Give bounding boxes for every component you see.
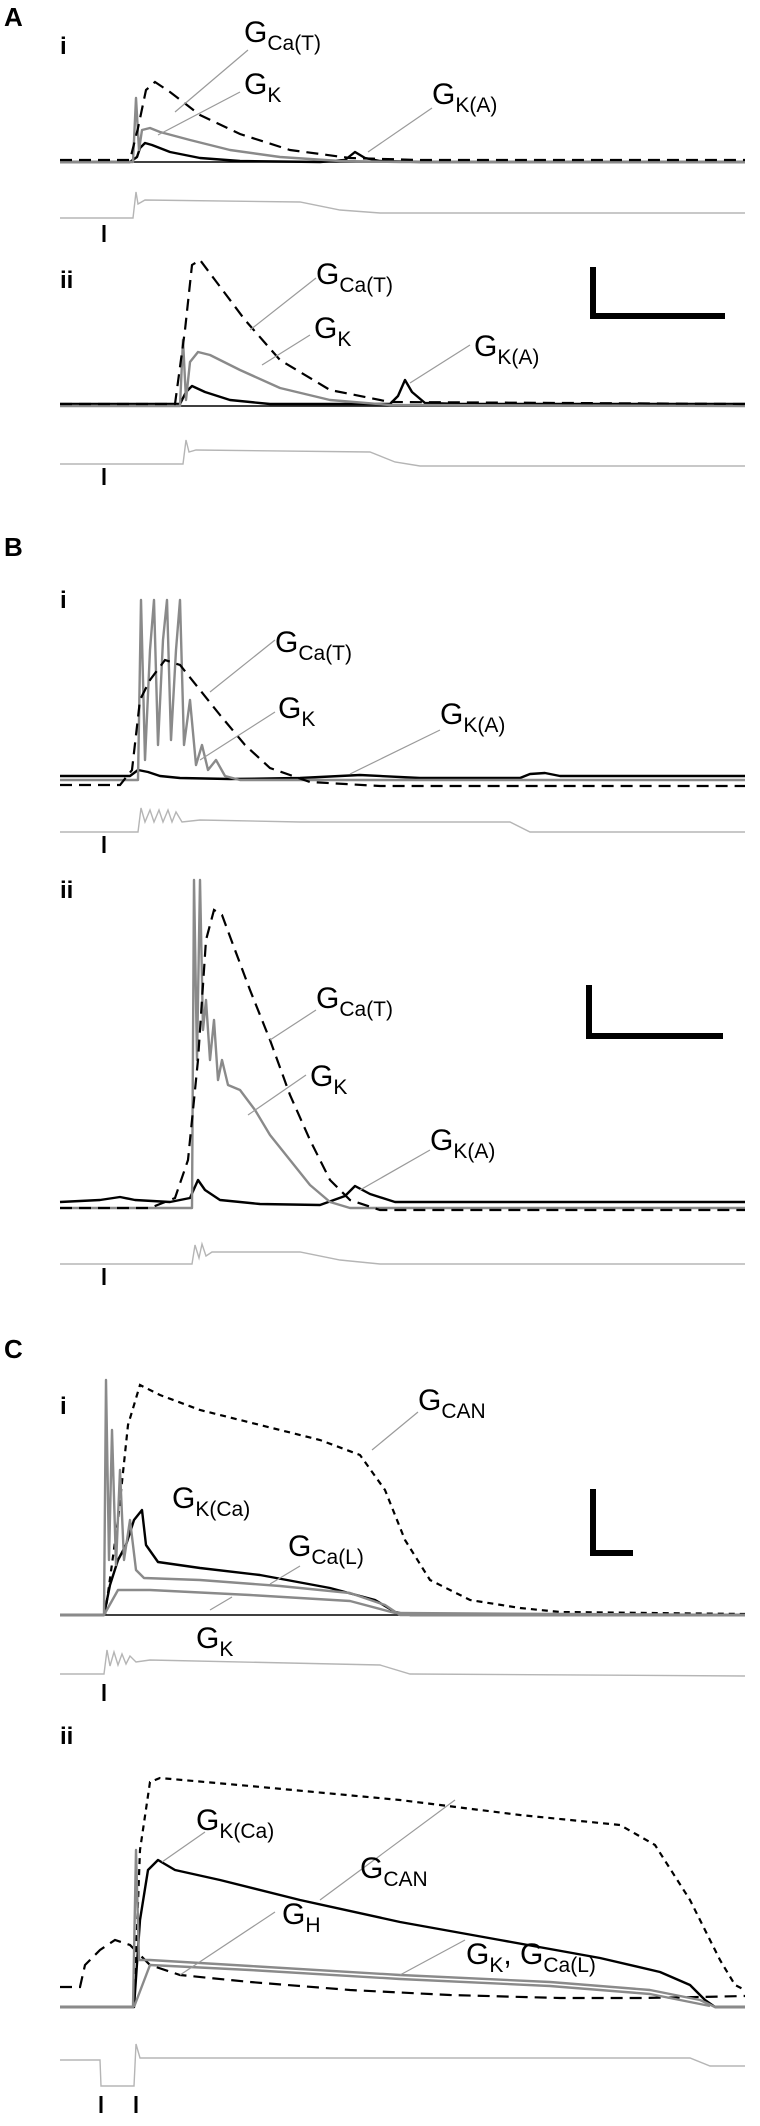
trace-gca-t [60, 658, 745, 788]
panel-A: A i I GCa(T) GK GK(A) ii [4, 2, 746, 485]
leader-line [249, 277, 317, 331]
label-gca-t: GCa(T) [275, 626, 352, 665]
panel-C: C i I GCAN GK(Ca) GCa(L) GK ii [4, 1334, 746, 2113]
scale-bar [590, 1489, 633, 1556]
leader-line [157, 91, 241, 136]
label-gca-l: GCa(L) [288, 1530, 364, 1569]
panel-A-ii: ii I GCa(T) GK GK(A) [60, 258, 746, 485]
trace-gk-a [60, 768, 745, 781]
leader-line [174, 49, 249, 113]
leader-line [399, 1939, 466, 1976]
label-gk-ca: GK(Ca) [172, 1482, 250, 1521]
panel-B: B i I GCa(T) GK GK(A) ii I [4, 532, 745, 1285]
leader-line [349, 729, 441, 775]
panel-letter-A: A [4, 2, 23, 32]
trace-gca-l [60, 1378, 745, 1617]
trace-gk-gca-l [60, 1848, 745, 2009]
leader-line [209, 1596, 233, 1611]
label-gk-a: GK(A) [474, 330, 539, 369]
leader-line [269, 1009, 317, 1041]
leader-line [247, 1074, 307, 1116]
label-gca-t: GCa(T) [244, 16, 321, 55]
label-gk-a: GK(A) [432, 78, 497, 117]
trace-gk [60, 96, 745, 164]
sub-label-A-ii: ii [60, 267, 73, 294]
voltage-trace [60, 2043, 745, 2087]
leader-line [319, 1799, 456, 1901]
leader-line [409, 344, 471, 384]
label-gk-ca: GK(Ca) [196, 1804, 274, 1843]
leader-line [269, 1565, 301, 1585]
trace-gk [60, 338, 746, 408]
label-gk: GK [314, 312, 351, 351]
leader-line [199, 711, 276, 761]
trace-gk [132, 1963, 711, 2008]
trace-gk-ca [60, 1858, 745, 2009]
trace-gcan [103, 1383, 746, 1616]
label-gcan: GCAN [418, 1384, 486, 1423]
label-gk: GK [278, 692, 315, 731]
panel-C-ii: ii I I GK(Ca) GCAN GH GK, GCa(L) [60, 1723, 746, 2113]
trace-gk [60, 878, 745, 1210]
leader-line [261, 334, 311, 366]
label-gh: GH [282, 1898, 321, 1937]
leader-line [209, 639, 276, 693]
leader-line [179, 1911, 276, 1976]
voltage-trace [60, 1649, 746, 1677]
trace-gca-t [60, 908, 745, 1212]
panel-A-i: i I GCa(T) GK GK(A) [60, 16, 745, 242]
trace-gca-t [60, 258, 746, 406]
label-gca-t: GCa(T) [316, 982, 393, 1021]
label-gca-t: GCa(T) [316, 258, 393, 297]
voltage-trace [60, 191, 745, 219]
sub-label-B-ii: ii [60, 877, 73, 904]
label-gcan: GCAN [360, 1852, 428, 1891]
scale-bar [586, 985, 723, 1039]
label-gk-gca-l: GK, GCa(L) [466, 1938, 596, 1977]
leader-line [359, 1149, 431, 1191]
trace-gk-a [59, 1178, 745, 1207]
panel-letter-C: C [4, 1334, 23, 1364]
voltage-trace [60, 439, 745, 467]
sub-label-C-i: i [60, 1393, 67, 1420]
label-gk-a: GK(A) [440, 698, 505, 737]
sub-label-B-i: i [60, 587, 67, 614]
trace-gcan [132, 1776, 746, 2008]
panel-letter-B: B [4, 532, 23, 562]
trace-gk-a [60, 378, 745, 406]
panel-B-i: i I GCa(T) GK GK(A) [60, 587, 745, 853]
panel-C-i: i I GCAN GK(Ca) GCa(L) GK [60, 1378, 746, 1701]
voltage-trace [60, 807, 745, 833]
leader-line [367, 107, 433, 153]
leader-line [371, 1411, 419, 1451]
trace-gk [102, 1588, 746, 1617]
trace-gk-ca [60, 1508, 745, 1617]
scale-bar [590, 267, 725, 319]
label-gk: GK [310, 1060, 347, 1099]
label-gk-a: GK(A) [430, 1124, 495, 1163]
label-gk: GK [244, 68, 281, 107]
voltage-trace [60, 1241, 745, 1265]
leader-line [161, 1831, 206, 1863]
label-gk: GK [196, 1622, 233, 1661]
sub-label-C-ii: ii [60, 1723, 73, 1750]
trace-gk [60, 598, 745, 782]
sub-label-A-i: i [60, 33, 67, 60]
panel-B-ii: ii I GCa(T) GK GK(A) [59, 877, 745, 1285]
